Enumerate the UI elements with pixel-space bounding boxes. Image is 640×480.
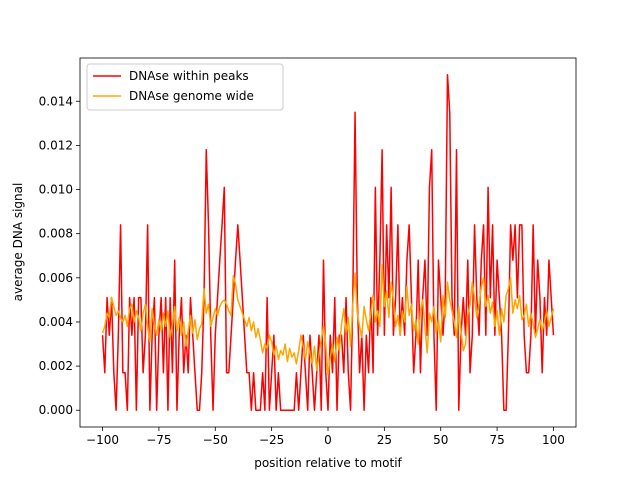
plot-frame: [79, 57, 577, 428]
x-tick-label: 25: [377, 433, 392, 447]
y-tick-label: 0.010: [39, 183, 73, 197]
y-tick-label: 0.014: [39, 94, 73, 108]
x-tick-label: 0: [324, 433, 332, 447]
y-tick-label: 0.006: [39, 271, 73, 285]
y-tick-label: 0.000: [39, 403, 73, 417]
legend-label: DNAse within peaks: [129, 69, 249, 83]
x-tick-label: −75: [146, 433, 171, 447]
legend-box: [86, 63, 284, 111]
x-tick-label: 100: [542, 433, 565, 447]
x-tick-label: 50: [433, 433, 448, 447]
legend: DNAse within peaks DNAse genome wide: [86, 63, 284, 111]
x-tick-label: −25: [259, 433, 284, 447]
y-tick-label: 0.004: [39, 315, 73, 329]
x-axis-label: position relative to motif: [254, 456, 402, 470]
y-tick-label: 0.002: [39, 359, 73, 373]
data-line: [101, 263, 555, 376]
x-tick-label: −100: [86, 433, 119, 447]
x-tick-label: −50: [203, 433, 228, 447]
data-line: [101, 74, 555, 411]
x-tick-label: 75: [489, 433, 504, 447]
legend-label: DNAse genome wide: [129, 89, 254, 103]
y-axis-label: average DNA signal: [11, 183, 25, 302]
y-tick-label: 0.012: [39, 138, 73, 152]
y-tick-label: 0.008: [39, 227, 73, 241]
